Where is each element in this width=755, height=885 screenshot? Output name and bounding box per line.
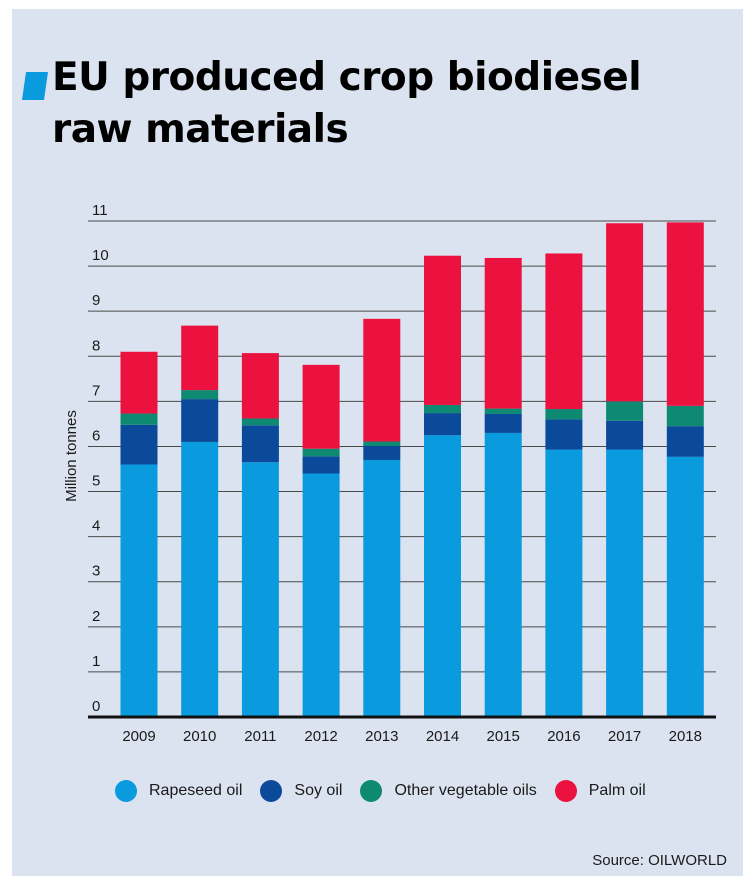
source-note: Source: OILWORLD: [592, 852, 727, 869]
x-tick-label: 2016: [547, 728, 580, 745]
y-tick-label: 5: [92, 473, 100, 490]
bar-segment-other-vegetable-oils: [545, 409, 583, 420]
legend-label: Other vegetable oils: [394, 782, 537, 799]
bar-segment-rapeseed-oil: [241, 462, 279, 717]
bar-segment-other-vegetable-oils: [241, 418, 279, 426]
y-tick-label: 7: [92, 382, 100, 399]
legend-label: Rapeseed oil: [149, 782, 243, 799]
bar-segment-other-vegetable-oils: [606, 401, 644, 421]
bar-segment-other-vegetable-oils: [484, 408, 522, 414]
bar-segment-other-vegetable-oils: [666, 405, 704, 427]
bar-segment-soy-oil: [424, 413, 461, 436]
bar-segment-palm-oil: [666, 222, 704, 406]
legend: Rapeseed oil Soy oil Other vegetable oils P…: [115, 780, 664, 802]
bar-segment-soy-oil: [181, 399, 219, 442]
x-tick-label: 2015: [487, 728, 520, 745]
bar-segment-palm-oil: [241, 353, 279, 419]
bar-segment-soy-oil: [120, 424, 158, 465]
bar-segment-rapeseed-oil: [302, 473, 340, 717]
legend-label: Palm oil: [588, 782, 646, 799]
y-tick-label: 3: [92, 563, 100, 580]
y-tick-label: 4: [92, 518, 100, 535]
bar-segment-rapeseed-oil: [120, 464, 158, 717]
y-tick-label: 0: [92, 698, 100, 715]
bar-segment-palm-oil: [302, 364, 340, 449]
x-tick-label: 2017: [608, 728, 641, 745]
bar-segment-other-vegetable-oils: [120, 413, 158, 425]
bar-segment-soy-oil: [666, 426, 704, 457]
x-tick-label: 2018: [669, 728, 702, 745]
x-tick-label: 2013: [365, 728, 398, 745]
bar-segment-other-vegetable-oils: [181, 390, 219, 400]
bar-segment-palm-oil: [120, 351, 158, 414]
bar-segment-palm-oil: [545, 253, 583, 410]
y-tick-label: 2: [92, 608, 100, 625]
bar-segment-soy-oil: [545, 419, 583, 450]
legend-item: Other vegetable oils: [360, 780, 537, 802]
x-tick-label: 2009: [122, 728, 155, 745]
legend-label: Soy oil: [294, 782, 343, 799]
bar-segment-soy-oil: [484, 413, 522, 433]
bar-segment-rapeseed-oil: [484, 432, 522, 717]
x-tick-label: 2010: [183, 728, 216, 745]
bar-segment-palm-oil: [606, 223, 644, 402]
bar-segment-other-vegetable-oils: [424, 404, 461, 414]
legend-item: Soy oil: [260, 780, 342, 802]
bar-segment-soy-oil: [302, 456, 340, 474]
bar-segment-palm-oil: [484, 257, 522, 409]
bar-segment-rapeseed-oil: [363, 459, 401, 717]
bar-segment-palm-oil: [424, 255, 461, 405]
bar-segment-other-vegetable-oils: [302, 448, 340, 457]
bar-segment-palm-oil: [181, 325, 219, 391]
accent-marker-icon: [22, 72, 48, 100]
bar-segment-palm-oil: [363, 318, 401, 442]
y-tick-label: 6: [92, 427, 100, 444]
y-tick-label: 10: [92, 247, 109, 264]
bar-segment-other-vegetable-oils: [363, 441, 401, 447]
y-tick-label: 11: [92, 202, 108, 219]
bar-segment-rapeseed-oil: [545, 449, 583, 717]
legend-swatch: [260, 780, 283, 802]
y-tick-label: 1: [92, 653, 100, 670]
x-tick-label: 2014: [426, 728, 459, 745]
bar-segment-soy-oil: [241, 425, 279, 463]
legend-swatch: [360, 780, 383, 802]
y-tick-label: 9: [92, 292, 100, 309]
bar-segment-rapeseed-oil: [424, 435, 461, 717]
chart-title: EU produced crop biodiesel raw materials: [52, 55, 642, 152]
x-tick-label: 2011: [244, 728, 276, 745]
bar-segment-soy-oil: [606, 420, 644, 450]
legend-item: Rapeseed oil: [115, 780, 242, 802]
legend-item: Palm oil: [554, 780, 646, 802]
y-tick-label: 8: [92, 337, 100, 354]
y-axis-title: Million tonnes: [63, 410, 80, 502]
bar-segment-rapeseed-oil: [181, 441, 219, 717]
bar-segment-rapeseed-oil: [606, 449, 644, 717]
x-tick-label: 2012: [304, 728, 337, 745]
bar-segment-soy-oil: [363, 446, 401, 460]
bar-segment-rapeseed-oil: [666, 456, 704, 717]
legend-swatch: [115, 780, 137, 802]
legend-swatch: [554, 780, 577, 802]
